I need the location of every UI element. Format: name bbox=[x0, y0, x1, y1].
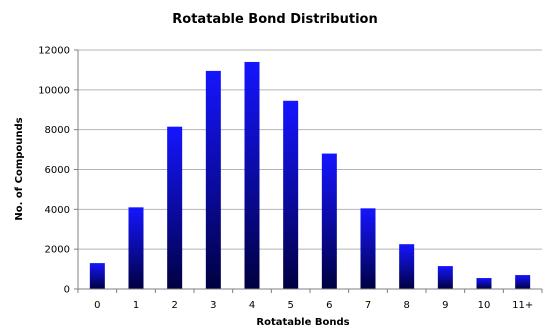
x-tick-label: 4 bbox=[249, 300, 255, 311]
gridlines bbox=[78, 49, 542, 250]
y-tick-label: 8000 bbox=[45, 125, 70, 136]
x-tick-label: 11+ bbox=[512, 300, 533, 311]
y-axis-tick-labels: 0 2000 4000 6000 8000 10000 12000 bbox=[38, 46, 78, 296]
x-tick-label: 5 bbox=[287, 300, 293, 311]
bar-6 bbox=[321, 153, 337, 289]
bar-8 bbox=[399, 244, 415, 289]
y-axis-title: No. of Compounds bbox=[14, 117, 25, 220]
y-tick-label: 0 bbox=[64, 285, 70, 296]
x-tick-label: 9 bbox=[442, 300, 448, 311]
y-tick-label: 6000 bbox=[45, 165, 70, 176]
x-tick-label: 6 bbox=[326, 300, 332, 311]
y-tick-label: 2000 bbox=[45, 245, 70, 256]
bar-5 bbox=[283, 100, 299, 289]
x-tick-label: 3 bbox=[210, 300, 216, 311]
y-tick-label: 10000 bbox=[38, 85, 70, 96]
x-tick-label: 10 bbox=[478, 300, 491, 311]
bar-11+ bbox=[515, 275, 531, 289]
y-tick-label: 12000 bbox=[38, 46, 70, 57]
x-tick-label: 2 bbox=[171, 300, 177, 311]
bar-10 bbox=[476, 278, 492, 289]
bar-3 bbox=[205, 70, 221, 289]
x-axis-tick-labels: 0 1 2 3 4 5 6 7 8 9 10 11+ bbox=[77, 289, 543, 311]
x-tick-label: 8 bbox=[403, 300, 409, 311]
x-tick-label: 0 bbox=[94, 300, 100, 311]
chart-title: Rotatable Bond Distribution bbox=[172, 12, 377, 27]
y-tick-label: 4000 bbox=[45, 205, 70, 216]
x-tick-label: 1 bbox=[133, 300, 139, 311]
bar-9 bbox=[437, 266, 453, 289]
bar-0 bbox=[89, 263, 105, 289]
bar-2 bbox=[167, 126, 183, 289]
x-tick-label: 7 bbox=[365, 300, 371, 311]
bar-4 bbox=[244, 61, 260, 290]
x-axis-title: Rotatable Bonds bbox=[256, 317, 349, 328]
bar-7 bbox=[360, 208, 376, 289]
bars bbox=[89, 61, 531, 290]
bar-1 bbox=[128, 207, 144, 289]
